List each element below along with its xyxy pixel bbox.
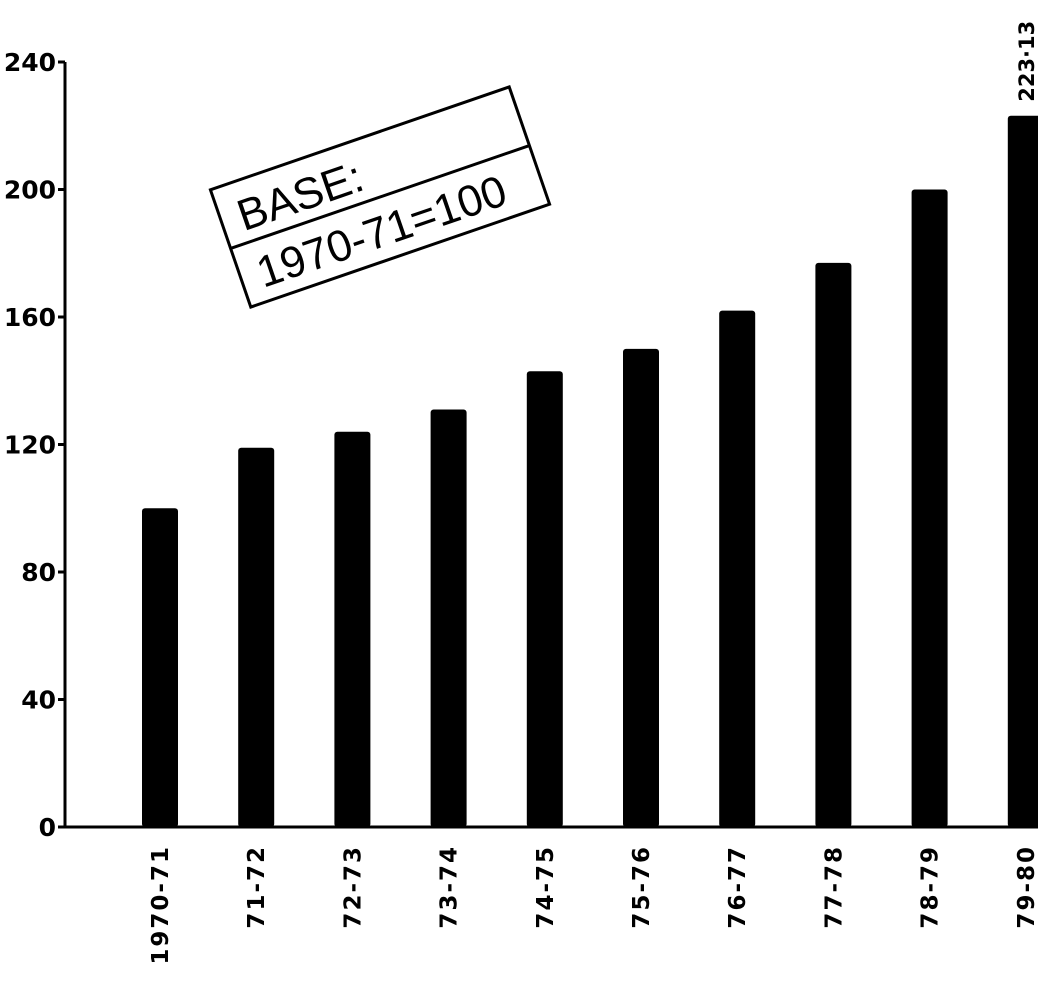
data-labels: 223·13 xyxy=(1015,21,1038,102)
bar-71-72 xyxy=(238,447,275,827)
y-tick-label: 120 xyxy=(4,431,56,460)
y-tick-label: 200 xyxy=(4,176,56,205)
y-tick-label: 40 xyxy=(21,686,56,715)
bar-73-74 xyxy=(430,409,467,827)
bar-78-79 xyxy=(911,189,948,827)
x-tick-label: 78-79 xyxy=(918,845,944,929)
x-tick-label: 79-80 xyxy=(1014,845,1038,929)
y-axis: 0 40 80 120 160 200 240 xyxy=(4,48,67,842)
bar-77-78 xyxy=(815,262,852,827)
bar-value-label: 223·13 xyxy=(1015,21,1038,102)
base-annotation-box: BASE: 1970-71=100 xyxy=(208,85,552,309)
bars xyxy=(142,115,1038,827)
x-tick-labels: 1970-71 71-72 72-73 73-74 74-75 75-76 76-77 77-… xyxy=(148,845,1038,965)
x-tick-label: 73-74 xyxy=(437,845,463,929)
bar-72-73 xyxy=(334,431,371,827)
bar-79-80 xyxy=(1007,115,1038,827)
x-tick-label: 76-77 xyxy=(725,845,751,929)
y-tick-label: 160 xyxy=(4,303,56,332)
x-tick-label: 77-78 xyxy=(821,845,847,929)
x-tick-label: 72-73 xyxy=(340,845,366,929)
y-tick-label: 80 xyxy=(21,558,56,587)
bar-74-75 xyxy=(526,371,563,827)
x-tick-label: 71-72 xyxy=(244,845,270,929)
x-tick-label: 75-76 xyxy=(629,845,655,929)
y-tick-label: 0 xyxy=(39,813,56,842)
x-tick-label: 1970-71 xyxy=(148,845,174,965)
annotation-divider xyxy=(230,144,530,250)
bar-75-76 xyxy=(623,348,659,827)
x-tick-label: 74-75 xyxy=(533,845,559,929)
y-tick-label: 240 xyxy=(4,48,56,77)
bar-76-77 xyxy=(719,310,756,827)
bar-1970-71 xyxy=(142,508,178,827)
